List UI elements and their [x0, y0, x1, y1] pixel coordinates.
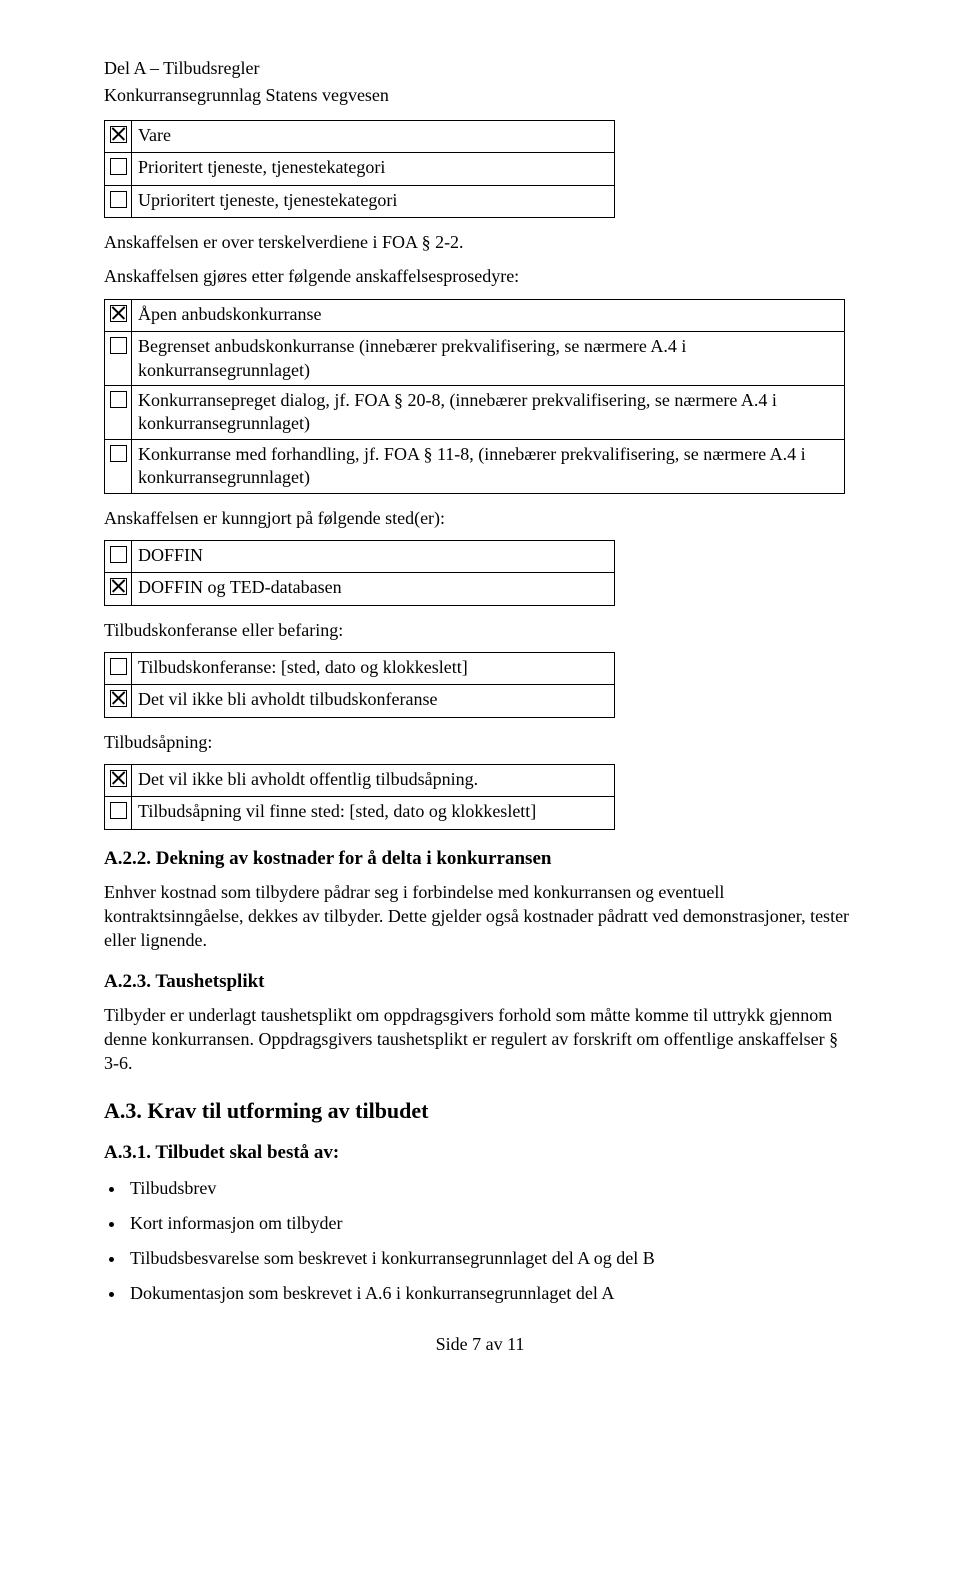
label-begrenset: Begrenset anbudskonkurranse (innebærer p… — [132, 332, 845, 386]
para-terskelverdier: Anskaffelsen er over terskelverdiene i F… — [104, 230, 856, 254]
page: Del A – Tilbudsregler Konkurransegrunnla… — [0, 0, 960, 1572]
checkbox-aapning-ikke — [110, 770, 127, 787]
checkbox-vare — [110, 126, 127, 143]
label-uprioritert: Uprioritert tjeneste, tjenestekategori — [132, 185, 615, 217]
body-a22: Enhver kostnad som tilbydere pådrar seg … — [104, 880, 856, 953]
block-vare: Vare Prioritert tjeneste, tjenestekatego… — [104, 120, 615, 218]
label-dialog: Konkurransepreget dialog, jf. FOA § 20-8… — [132, 385, 845, 439]
label-aapen: Åpen anbudskonkurranse — [132, 299, 845, 331]
label-aapning-ikke: Det vil ikke bli avholdt offentlig tilbu… — [132, 764, 615, 796]
header-line-2: Konkurransegrunnlag Statens vegvesen — [104, 85, 856, 106]
label-konferanse-sted: Tilbudskonferanse: [sted, dato og klokke… — [132, 652, 615, 684]
label-konferanse-ikke: Det vil ikke bli avholdt tilbudskonferan… — [132, 685, 615, 717]
checkbox-doffin — [110, 546, 127, 563]
para-kunngjort: Anskaffelsen er kunngjort på følgende st… — [104, 506, 856, 530]
list-item: Tilbudsbesvarelse som beskrevet i konkur… — [126, 1248, 856, 1269]
body-a23: Tilbyder er underlagt taushetsplikt om o… — [104, 1003, 856, 1076]
checkbox-doffin-ted — [110, 578, 127, 595]
heading-a3: A.3. Krav til utforming av tilbudet — [104, 1098, 856, 1124]
para-konferanse: Tilbudskonferanse eller befaring: — [104, 618, 856, 642]
para-aapning: Tilbudsåpning: — [104, 730, 856, 754]
checkbox-konferanse-ikke — [110, 690, 127, 707]
page-footer: Side 7 av 11 — [104, 1334, 856, 1355]
block-prosedyre: Åpen anbudskonkurranse Begrenset anbudsk… — [104, 299, 845, 494]
checkbox-konferanse-sted — [110, 658, 127, 675]
label-forhandling: Konkurranse med forhandling, jf. FOA § 1… — [132, 439, 845, 493]
checkbox-aapning-sted — [110, 802, 127, 819]
checkbox-uprioritert — [110, 191, 127, 208]
checkbox-prioritert — [110, 158, 127, 175]
checkbox-aapen — [110, 305, 127, 322]
para-prosedyre: Anskaffelsen gjøres etter følgende anska… — [104, 264, 856, 288]
heading-a23: A.2.3. Taushetsplikt — [104, 971, 856, 993]
heading-a22: A.2.2. Dekning av kostnader for å delta … — [104, 848, 856, 870]
heading-a31: A.3.1. Tilbudet skal bestå av: — [104, 1142, 856, 1164]
checkbox-dialog — [110, 391, 127, 408]
list-item: Kort informasjon om tilbyder — [126, 1213, 856, 1234]
list-item: Dokumentasjon som beskrevet i A.6 i konk… — [126, 1283, 856, 1304]
block-kunngjort: DOFFIN DOFFIN og TED-databasen — [104, 540, 615, 606]
label-aapning-sted: Tilbudsåpning vil finne sted: [sted, dat… — [132, 797, 615, 829]
label-vare: Vare — [132, 121, 615, 153]
bullet-list: Tilbudsbrev Kort informasjon om tilbyder… — [126, 1178, 856, 1304]
list-item: Tilbudsbrev — [126, 1178, 856, 1199]
checkbox-begrenset — [110, 337, 127, 354]
checkbox-forhandling — [110, 445, 127, 462]
block-aapning: Det vil ikke bli avholdt offentlig tilbu… — [104, 764, 615, 830]
label-doffin: DOFFIN — [132, 540, 615, 572]
block-konferanse: Tilbudskonferanse: [sted, dato og klokke… — [104, 652, 615, 718]
header-line-1: Del A – Tilbudsregler — [104, 58, 856, 79]
label-prioritert: Prioritert tjeneste, tjenestekategori — [132, 153, 615, 185]
label-doffin-ted: DOFFIN og TED-databasen — [132, 573, 615, 605]
